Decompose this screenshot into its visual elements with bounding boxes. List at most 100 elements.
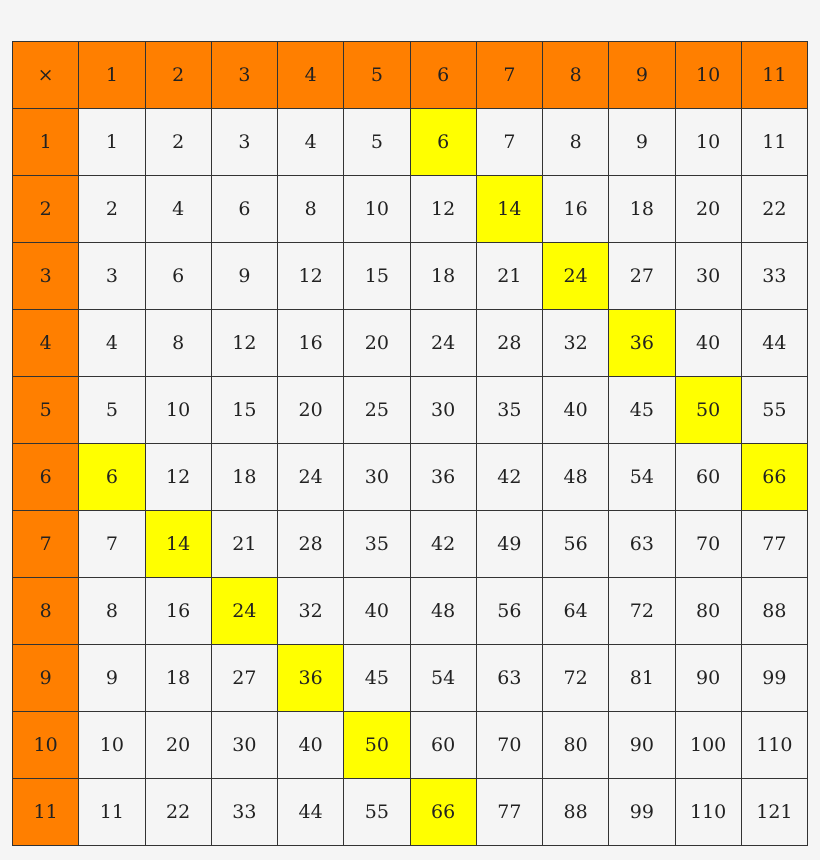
highlighted-cell: 66 [409,778,477,846]
table-cell: 22 [740,175,809,243]
table-cell: 48 [541,443,610,511]
table-cell: 30 [409,376,477,444]
row-header: 10 [11,711,80,779]
table-cell: 55 [740,376,809,444]
table-cell: 12 [144,443,212,511]
table-row: 4 4 8 12 16 20 24 28 32 36 40 44 [11,309,809,377]
table-cell: 110 [674,778,742,846]
header-row: × 1 2 3 4 5 6 7 8 9 10 11 [11,41,809,109]
table-cell: 44 [276,778,345,846]
table-row: 5 5 10 15 20 25 30 35 40 45 50 55 [11,376,809,444]
table-cell: 88 [740,577,809,645]
table-row: 10 10 20 30 40 50 60 70 80 90 100 110 [11,711,809,779]
table-cell: 42 [409,510,477,578]
table-cell: 8 [78,577,146,645]
table-cell: 3 [210,108,279,176]
table-row: 2 2 4 6 8 10 12 14 16 18 20 22 [11,175,809,243]
row-header: 5 [11,376,80,444]
table-row: 6 6 12 18 24 30 36 42 48 54 60 66 [11,443,809,511]
row-header: 11 [11,778,80,846]
row-header: 4 [11,309,80,377]
column-header: 1 [78,41,146,109]
table-cell: 90 [608,711,676,779]
row-header: 2 [11,175,80,243]
table-cell: 81 [608,644,676,712]
table-row: 7 7 14 21 28 35 42 49 56 63 70 77 [11,510,809,578]
table-row: 9 9 18 27 36 45 54 63 72 81 90 99 [11,644,809,712]
row-header: 7 [11,510,80,578]
table-cell: 1 [78,108,146,176]
table-cell: 70 [674,510,742,578]
table-cell: 18 [144,644,212,712]
table-cell: 60 [409,711,477,779]
table-cell: 40 [674,309,742,377]
table-cell: 80 [541,711,610,779]
column-header: 9 [608,41,676,109]
table-cell: 30 [674,242,742,310]
column-header: 3 [210,41,279,109]
table-cell: 21 [210,510,279,578]
table-cell: 90 [674,644,742,712]
table-row: 3 3 6 9 12 15 18 21 24 27 30 33 [11,242,809,310]
table-cell: 56 [475,577,544,645]
table-cell: 16 [276,309,345,377]
corner-cell: × [11,41,80,109]
table-cell: 10 [343,175,411,243]
table-cell: 40 [541,376,610,444]
table-cell: 12 [210,309,279,377]
table-cell: 28 [276,510,345,578]
highlighted-cell: 50 [674,376,742,444]
table-cell: 49 [475,510,544,578]
table-cell: 12 [276,242,345,310]
highlighted-cell: 14 [144,510,212,578]
table-cell: 3 [78,242,146,310]
table-cell: 15 [210,376,279,444]
table-cell: 4 [144,175,212,243]
table-cell: 121 [740,778,809,846]
table-cell: 63 [608,510,676,578]
table-cell: 27 [608,242,676,310]
table-cell: 8 [276,175,345,243]
table-cell: 10 [78,711,146,779]
table-cell: 24 [409,309,477,377]
table-cell: 25 [343,376,411,444]
table-cell: 77 [475,778,544,846]
table-cell: 77 [740,510,809,578]
table-cell: 6 [144,242,212,310]
table-row: 1 1 2 3 4 5 6 7 8 9 10 11 [11,108,809,176]
column-header: 4 [276,41,345,109]
table-cell: 36 [409,443,477,511]
table-cell: 16 [144,577,212,645]
table-cell: 2 [78,175,146,243]
table-cell: 28 [475,309,544,377]
table-cell: 45 [343,644,411,712]
table-cell: 15 [343,242,411,310]
table-cell: 8 [144,309,212,377]
highlighted-cell: 6 [409,108,477,176]
highlighted-cell: 66 [740,443,809,511]
table-cell: 64 [541,577,610,645]
table-cell: 55 [343,778,411,846]
table-cell: 70 [475,711,544,779]
table-cell: 18 [608,175,676,243]
row-header: 3 [11,242,80,310]
highlighted-cell: 6 [78,443,146,511]
table-cell: 9 [210,242,279,310]
column-header: 5 [343,41,411,109]
table-cell: 88 [541,778,610,846]
table-cell: 7 [475,108,544,176]
table-cell: 60 [674,443,742,511]
column-header: 6 [409,41,477,109]
table-cell: 11 [78,778,146,846]
table-cell: 35 [343,510,411,578]
column-header: 2 [144,41,212,109]
table-cell: 33 [210,778,279,846]
table-cell: 99 [608,778,676,846]
column-header: 8 [541,41,610,109]
table-cell: 56 [541,510,610,578]
column-header: 11 [740,41,809,109]
table-cell: 100 [674,711,742,779]
row-header: 8 [11,577,80,645]
table-cell: 20 [674,175,742,243]
table-cell: 45 [608,376,676,444]
